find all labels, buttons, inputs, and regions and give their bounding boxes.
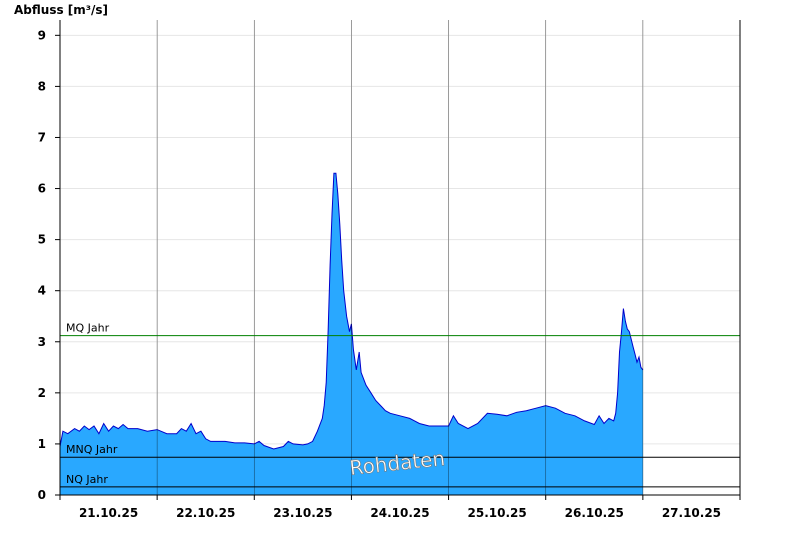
x-tick-label: 27.10.25 xyxy=(662,506,721,520)
x-tick-label: 23.10.25 xyxy=(273,506,332,520)
y-tick-label: 5 xyxy=(38,233,46,247)
series-line xyxy=(59,172,644,450)
y-tick-label: 1 xyxy=(38,437,46,451)
axes xyxy=(55,20,741,500)
reference-line-label: NQ Jahr xyxy=(66,473,108,486)
x-tick-label: 24.10.25 xyxy=(370,506,429,520)
y-tick-labels: 0 1 2 3 4 5 6 7 8 9 xyxy=(38,28,46,502)
x-tick-labels: 21.10.25 22.10.25 23.10.25 24.10.25 25.10.25… xyxy=(79,506,721,520)
x-tick-label: 21.10.25 xyxy=(79,506,138,520)
y-tick-label: 0 xyxy=(38,488,46,502)
x-tick-label: 26.10.25 xyxy=(565,506,624,520)
y-tick-label: 3 xyxy=(38,335,46,349)
y-tick-label: 8 xyxy=(38,79,46,93)
x-tick-label: 22.10.25 xyxy=(176,506,235,520)
y-tick-label: 4 xyxy=(38,284,46,298)
y-tick-label: 6 xyxy=(38,182,46,196)
y-tick-label: 9 xyxy=(38,28,46,42)
x-tick-label: 25.10.25 xyxy=(468,506,527,520)
reference-lines: MQ Jahr MNQ Jahr NQ Jahr xyxy=(60,20,740,495)
y-axis-label: Abfluss [m³/s] xyxy=(14,3,108,17)
reference-line-label: MQ Jahr xyxy=(66,322,110,335)
y-tick-label: 7 xyxy=(38,130,46,144)
reference-line-label: MNQ Jahr xyxy=(66,443,118,456)
y-tick-label: 2 xyxy=(38,386,46,400)
